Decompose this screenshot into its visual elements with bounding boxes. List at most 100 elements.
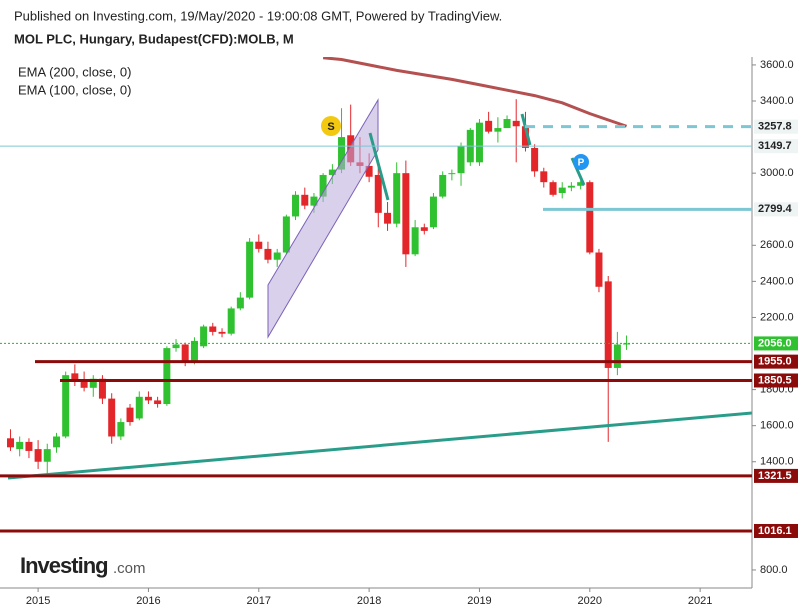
candle-body xyxy=(181,344,189,363)
candle-body xyxy=(236,297,244,309)
price-label-box xyxy=(754,523,798,538)
candle-body xyxy=(71,373,79,381)
p-marker xyxy=(573,154,589,170)
x-tick-label: 2018 xyxy=(357,595,381,607)
y-tick-label: 2600.0 xyxy=(760,239,794,251)
logo: Investing xyxy=(20,553,108,578)
candle-body xyxy=(218,331,226,334)
candle-body xyxy=(595,252,603,287)
candle-body xyxy=(108,398,116,437)
price-label: 1955.0 xyxy=(758,356,792,368)
candle-body xyxy=(126,407,134,423)
candle-body xyxy=(540,171,548,183)
candle-body xyxy=(420,227,428,231)
legend-entry: EMA (100, close, 0) xyxy=(18,82,131,97)
candle-body xyxy=(429,196,437,228)
y-tick-label: 1600.0 xyxy=(760,420,794,432)
candle-body xyxy=(16,441,24,450)
candle-body xyxy=(558,187,566,193)
price-label-box xyxy=(754,139,798,154)
x-tick-label: 2019 xyxy=(467,595,491,607)
candle-body xyxy=(200,326,208,347)
price-label-box xyxy=(754,468,798,483)
candle-body xyxy=(503,119,511,129)
candle-body xyxy=(53,436,61,448)
logo-suffix: .com xyxy=(113,560,146,577)
candle-body xyxy=(439,174,447,197)
y-tick-label: 3000.0 xyxy=(760,167,794,179)
candle-body xyxy=(402,173,410,255)
ema-line xyxy=(322,57,628,128)
price-label: 1850.5 xyxy=(758,374,792,386)
price-label-box xyxy=(754,373,798,388)
y-tick-label: 2200.0 xyxy=(760,311,794,323)
y-tick-label: 2400.0 xyxy=(760,275,794,287)
s-marker xyxy=(321,116,341,136)
y-tick-label: 3600.0 xyxy=(760,59,794,71)
price-label-box xyxy=(754,354,798,369)
candle-body xyxy=(604,281,612,368)
x-tick-label: 2015 xyxy=(26,595,50,607)
candle-body xyxy=(623,343,631,345)
x-tick-label: 2017 xyxy=(247,595,271,607)
pattern-line xyxy=(520,113,532,146)
candle-body xyxy=(43,449,51,462)
candle-body xyxy=(246,241,254,298)
pattern-line xyxy=(368,132,390,201)
candle-body xyxy=(273,252,281,260)
candle-body xyxy=(255,241,263,249)
published-note: Published on Investing.com, 19/May/2020 … xyxy=(14,8,502,23)
candle-body xyxy=(475,122,483,163)
candle-body xyxy=(98,378,106,399)
candle-body xyxy=(338,137,346,170)
candle-body xyxy=(384,212,392,224)
price-label-box xyxy=(754,336,798,351)
candle-body xyxy=(117,422,125,437)
candle-body xyxy=(411,227,419,255)
x-tick-label: 2016 xyxy=(136,595,160,607)
candle-body xyxy=(89,378,97,388)
candle-body xyxy=(227,308,235,334)
candle-body xyxy=(80,380,88,388)
plot-area xyxy=(7,57,631,475)
candle-body xyxy=(209,326,217,332)
candle-body xyxy=(613,344,621,368)
candle-body xyxy=(494,128,502,132)
candle-body xyxy=(264,248,272,260)
trend-line xyxy=(7,411,752,480)
marker-label: P xyxy=(578,158,585,169)
price-label: 3149.7 xyxy=(758,140,792,152)
candle-body xyxy=(135,396,143,419)
candle-body xyxy=(144,396,152,401)
candle-body xyxy=(374,174,382,213)
candle-body xyxy=(301,194,309,206)
candle-body xyxy=(25,441,33,451)
candle-body xyxy=(7,438,15,448)
candle-body xyxy=(310,196,318,206)
candle-body xyxy=(365,165,373,177)
price-label: 2799.4 xyxy=(758,203,793,215)
price-label: 1016.1 xyxy=(758,525,792,537)
marker-label: S xyxy=(327,121,334,133)
candle-body xyxy=(319,174,327,197)
candle-body xyxy=(34,449,42,462)
symbol-title: MOL PLC, Hungary, Budapest(CFD):MOLB, M xyxy=(14,31,294,46)
candle-body xyxy=(328,169,336,175)
price-label-box xyxy=(754,202,798,217)
x-tick-label: 2020 xyxy=(578,595,602,607)
candle-body xyxy=(567,185,575,188)
candle-body xyxy=(531,147,539,172)
candle-body xyxy=(292,194,300,217)
candle-body xyxy=(512,120,520,127)
candle-body xyxy=(282,216,290,253)
y-tick-label: 800.0 xyxy=(760,564,788,576)
y-tick-label: 3400.0 xyxy=(760,95,794,107)
candle-body xyxy=(190,340,198,361)
candle-body xyxy=(448,173,456,175)
candle-body xyxy=(163,348,171,405)
candle-body xyxy=(521,126,529,148)
y-tick-label: 1400.0 xyxy=(760,456,794,468)
candle-body xyxy=(485,120,493,132)
price-label: 2056.0 xyxy=(758,337,792,349)
